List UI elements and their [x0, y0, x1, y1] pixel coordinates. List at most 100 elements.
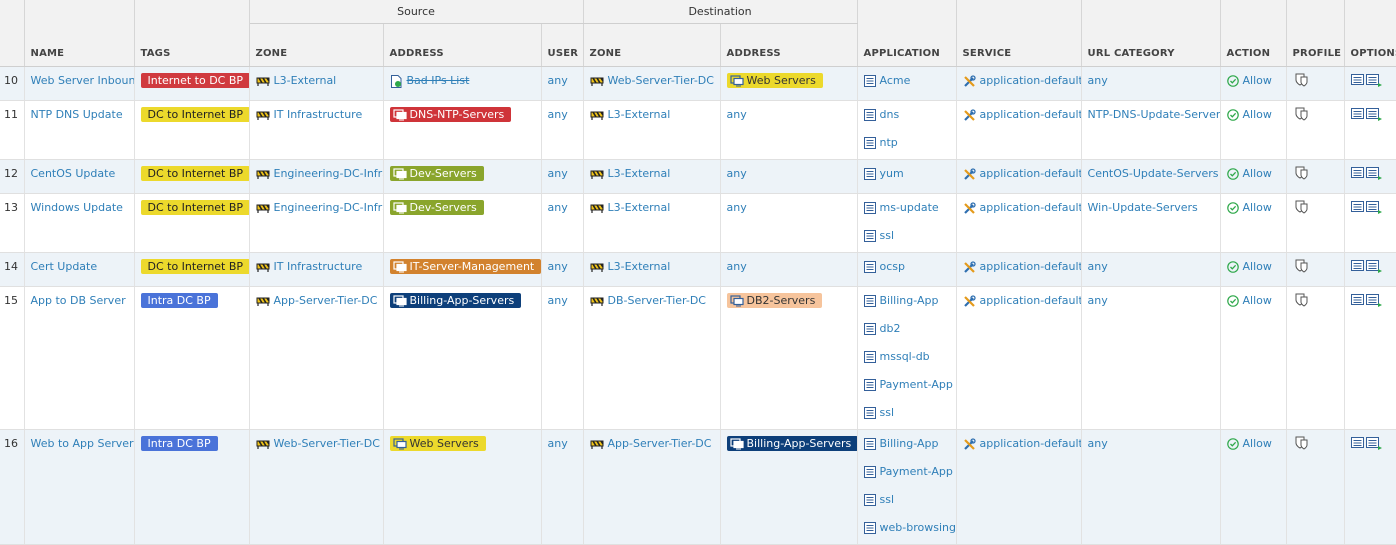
service[interactable]: application-default	[979, 437, 1082, 450]
destination-zone[interactable]: Web-Server-Tier-DC	[607, 74, 714, 87]
address-tag[interactable]: Dev-Servers	[389, 166, 484, 181]
source-zone[interactable]: IT Infrastructure	[273, 108, 363, 121]
address-tag[interactable]: Web Servers	[726, 73, 823, 88]
application[interactable]: ocsp	[879, 260, 906, 273]
policy-row[interactable]: 10 Web Server Inbound Internet to DC BP L3-…	[0, 66, 1396, 101]
destination-zone[interactable]: L3-External	[607, 167, 671, 180]
column-header[interactable]: ADDRESS	[383, 23, 542, 67]
application[interactable]: Billing-App	[879, 294, 939, 307]
action[interactable]: Allow	[1242, 294, 1272, 307]
column-header[interactable]: ZONE	[583, 23, 721, 67]
service[interactable]: application-default	[979, 74, 1082, 87]
user[interactable]: any	[547, 260, 568, 273]
service[interactable]: application-default	[979, 294, 1082, 307]
column-header[interactable]: ZONE	[249, 23, 384, 67]
address[interactable]: IT-Server-Management	[409, 260, 535, 273]
application[interactable]: web-browsing	[879, 521, 956, 534]
tag[interactable]: DC to Internet BP	[140, 200, 248, 215]
service[interactable]: application-default	[979, 260, 1082, 273]
service[interactable]: application-default	[979, 108, 1082, 121]
destination-zone[interactable]: L3-External	[607, 108, 671, 121]
policy-row[interactable]: 11 NTP DNS Update DC to Internet BP IT Infr…	[0, 100, 1396, 160]
application[interactable]: ssl	[879, 406, 895, 419]
column-header[interactable]: ADDRESS	[720, 23, 858, 67]
application[interactable]: yum	[879, 167, 904, 180]
source-zone[interactable]: IT Infrastructure	[273, 260, 363, 273]
application[interactable]: ntp	[879, 136, 898, 149]
column-header[interactable]: OPTIONS	[1344, 0, 1396, 67]
address[interactable]: any	[726, 201, 747, 214]
column-header[interactable]: PROFILE	[1286, 0, 1345, 67]
address[interactable]: Billing-App-Servers	[746, 437, 852, 450]
address-tag[interactable]: Billing-App-Servers	[726, 436, 857, 451]
address-tag[interactable]: Billing-App-Servers	[389, 293, 522, 308]
tag[interactable]: DC to Internet BP	[140, 166, 248, 181]
column-header[interactable]: SERVICE	[956, 0, 1082, 67]
url-category[interactable]: any	[1087, 437, 1108, 450]
user[interactable]: any	[547, 437, 568, 450]
action[interactable]: Allow	[1242, 74, 1272, 87]
user[interactable]: any	[547, 74, 568, 87]
address-tag[interactable]: IT-Server-Management	[389, 259, 540, 274]
column-header[interactable]: TAGS	[134, 0, 250, 67]
address[interactable]: any	[726, 167, 747, 180]
address[interactable]: DB2-Servers	[746, 294, 816, 307]
column-header[interactable]: URL CATEGORY	[1081, 0, 1221, 67]
rule-name[interactable]: Cert Update	[30, 260, 98, 273]
url-category[interactable]: any	[1087, 294, 1108, 307]
policy-row[interactable]: 13 Windows Update DC to Internet BP Enginee…	[0, 193, 1396, 253]
user[interactable]: any	[547, 167, 568, 180]
address-tag[interactable]: Dev-Servers	[389, 200, 484, 215]
source-zone[interactable]: Engineering-DC-Infra	[273, 167, 383, 180]
column-header[interactable]: USER	[541, 23, 584, 67]
address[interactable]: Web Servers	[746, 74, 816, 87]
column-header[interactable]: APPLICATION	[857, 0, 957, 67]
user[interactable]: any	[547, 201, 568, 214]
address-tag[interactable]: DB2-Servers	[726, 293, 823, 308]
action[interactable]: Allow	[1242, 167, 1272, 180]
tag[interactable]: Intra DC BP	[140, 436, 218, 451]
url-category[interactable]: any	[1087, 260, 1108, 273]
rule-name[interactable]: Windows Update	[30, 201, 123, 214]
application[interactable]: Payment-App	[879, 378, 953, 391]
address[interactable]: Bad IPs List	[406, 74, 470, 87]
address[interactable]: any	[726, 108, 747, 121]
action[interactable]: Allow	[1242, 201, 1272, 214]
column-header[interactable]: ACTION	[1220, 0, 1287, 67]
rule-name[interactable]: Web Server Inbound	[30, 74, 134, 87]
tag[interactable]: Internet to DC BP	[140, 73, 248, 88]
address[interactable]: Dev-Servers	[409, 201, 477, 214]
application[interactable]: mssql-db	[879, 350, 930, 363]
service[interactable]: application-default	[979, 201, 1082, 214]
policy-row[interactable]: 16 Web to App Server Intra DC BP Web-Server…	[0, 429, 1396, 545]
application[interactable]: Billing-App	[879, 437, 939, 450]
policy-row[interactable]: 15 App to DB Server Intra DC BP App-Server-…	[0, 286, 1396, 430]
policy-row[interactable]: 12 CentOS Update DC to Internet BP Engineer…	[0, 159, 1396, 194]
source-zone[interactable]: App-Server-Tier-DC	[273, 294, 378, 307]
application[interactable]: ssl	[879, 493, 895, 506]
address[interactable]: Dev-Servers	[409, 167, 477, 180]
action[interactable]: Allow	[1242, 260, 1272, 273]
application[interactable]: ssl	[879, 229, 895, 242]
application[interactable]: Payment-App	[879, 465, 953, 478]
rule-name[interactable]: CentOS Update	[30, 167, 116, 180]
user[interactable]: any	[547, 108, 568, 121]
source-zone[interactable]: Engineering-DC-Infra	[273, 201, 383, 214]
url-category[interactable]: NTP-DNS-Update-Servers	[1087, 108, 1221, 121]
destination-zone[interactable]: L3-External	[607, 260, 671, 273]
url-category[interactable]: CentOS-Update-Servers	[1087, 167, 1219, 180]
tag[interactable]: DC to Internet BP	[140, 259, 248, 274]
destination-zone[interactable]: App-Server-Tier-DC	[607, 437, 712, 450]
application[interactable]: dns	[879, 108, 900, 121]
application[interactable]: ms-update	[879, 201, 939, 214]
address[interactable]: Web Servers	[409, 437, 479, 450]
rule-name[interactable]: App to DB Server	[30, 294, 126, 307]
address[interactable]: DNS-NTP-Servers	[409, 108, 505, 121]
url-category[interactable]: any	[1087, 74, 1108, 87]
address[interactable]: any	[726, 260, 747, 273]
rule-name[interactable]: Web to App Server	[30, 437, 134, 450]
application[interactable]: Acme	[879, 74, 911, 87]
address-tag[interactable]: DNS-NTP-Servers	[389, 107, 512, 122]
user[interactable]: any	[547, 294, 568, 307]
column-header[interactable]: NAME	[24, 0, 135, 67]
